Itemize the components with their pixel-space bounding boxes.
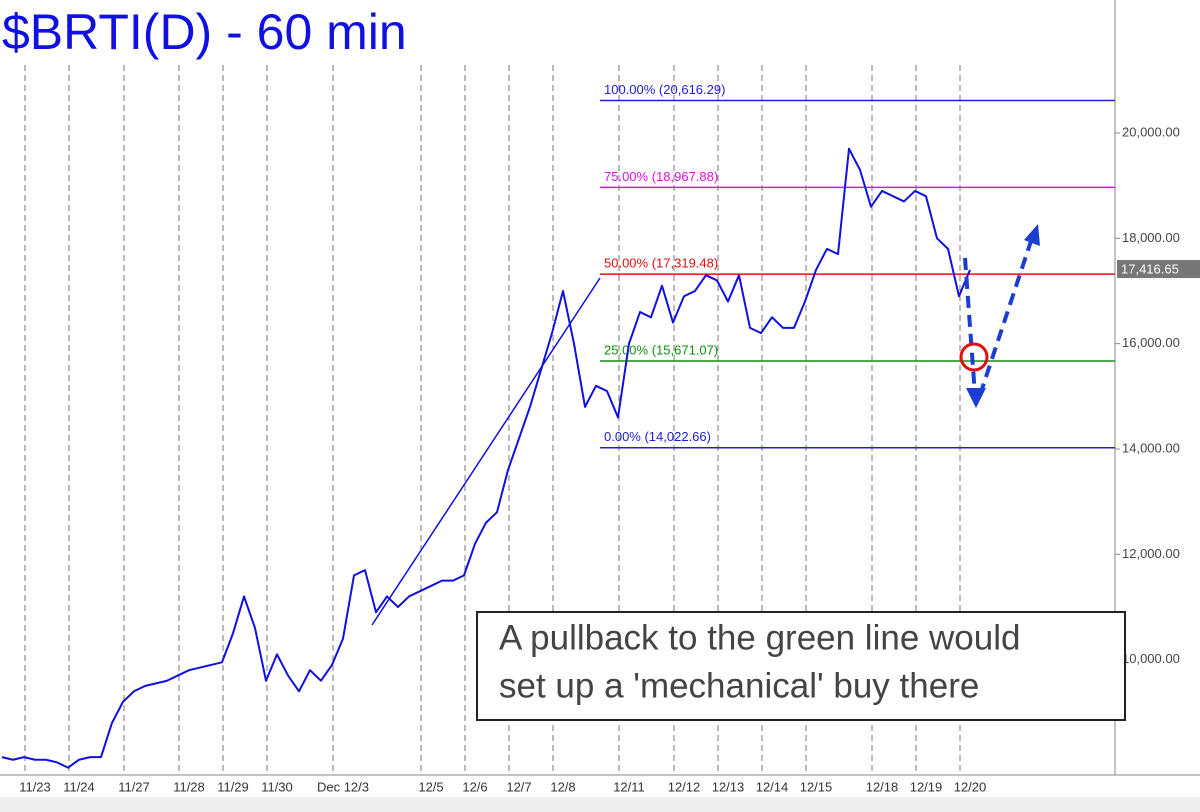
x-tick-label: Dec 12/3 xyxy=(317,779,369,794)
fib-label: 75.00% (18,967.88) xyxy=(604,169,718,184)
x-tick-label: 12/18 xyxy=(866,779,899,794)
x-tick-label: 12/13 xyxy=(712,779,745,794)
x-tick-label: 11/27 xyxy=(118,779,150,794)
x-tick-label: 12/11 xyxy=(613,779,645,794)
fib-label: 0.00% (14,022.66) xyxy=(604,429,711,444)
arrow-head xyxy=(1024,224,1040,246)
fib-label: 50.00% (17,319.48) xyxy=(604,256,718,271)
target-circle xyxy=(959,342,989,372)
x-tick-label: 12/6 xyxy=(462,779,487,794)
x-tick-label: 12/8 xyxy=(550,779,575,794)
chart-title: $BRTI(D) - 60 min xyxy=(2,4,407,60)
x-tick-label: 11/29 xyxy=(217,779,249,794)
price-line xyxy=(1,147,971,769)
fib-label: 100.00% (20,616.29) xyxy=(604,82,725,97)
y-tick-label: 10,000.00 xyxy=(1122,651,1180,666)
note-line: A pullback to the green line would xyxy=(499,618,1020,657)
last-price-label: 17,416.65 xyxy=(1121,261,1179,276)
note-box xyxy=(476,611,1126,721)
x-tick-label: 11/30 xyxy=(261,779,293,794)
x-tick-label: 11/24 xyxy=(63,779,95,794)
trend-line xyxy=(371,277,601,626)
forecast-arrows xyxy=(959,224,1040,408)
last-price-box xyxy=(1117,260,1200,279)
scrollbar[interactable] xyxy=(0,797,1200,812)
x-tick-label: 12/20 xyxy=(954,779,987,794)
x-tick-label: 11/23 xyxy=(19,779,51,794)
fib-label: 25.00% (15,671.07) xyxy=(604,342,718,357)
arrow-down xyxy=(963,257,977,396)
x-tick-label: 12/14 xyxy=(756,779,789,794)
note-line: set up a 'mechanical' buy there xyxy=(499,666,979,705)
y-tick-label: 12,000.00 xyxy=(1122,546,1180,561)
y-tick-label: 18,000.00 xyxy=(1122,230,1180,245)
x-tick-label: 12/12 xyxy=(668,779,701,794)
x-tick-label: 12/19 xyxy=(910,779,943,794)
y-tick-label: 16,000.00 xyxy=(1122,335,1180,350)
y-tick-label: 14,000.00 xyxy=(1122,440,1180,455)
y-tick-label: 20,000.00 xyxy=(1122,124,1180,139)
x-tick-label: 12/7 xyxy=(506,779,531,794)
x-tick-label: 12/15 xyxy=(800,779,833,794)
x-tick-label: 11/28 xyxy=(173,779,205,794)
x-tick-label: 12/5 xyxy=(418,779,443,794)
arrow-up xyxy=(978,237,1034,396)
